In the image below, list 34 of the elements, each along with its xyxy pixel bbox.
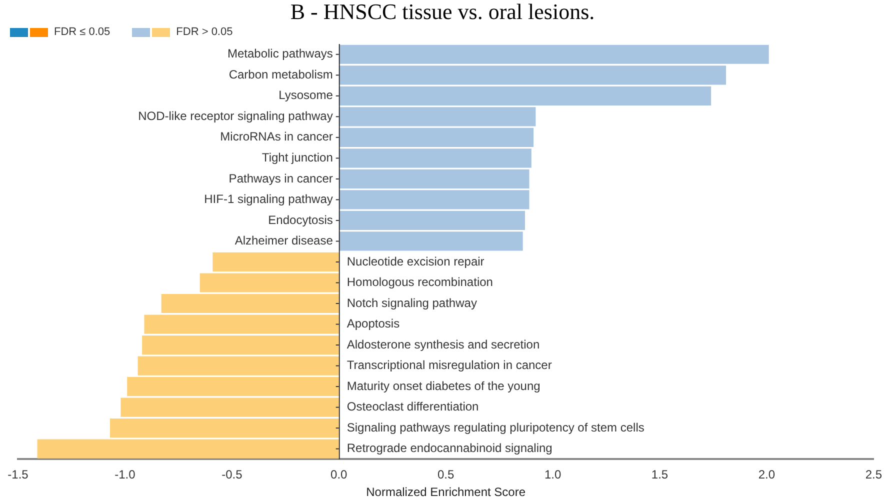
x-tick-label: 1.5 [651, 468, 668, 482]
y-tick-label: Homologous recombination [346, 275, 493, 290]
bar [37, 439, 339, 458]
y-tick-label: Tight junction [262, 150, 333, 164]
y-tick-label: HIF-1 signaling pathway [204, 192, 333, 206]
x-tick-label: -1.0 [114, 468, 136, 482]
y-tick-label: Metabolic pathways [227, 46, 333, 61]
x-tick-label: 2.0 [758, 468, 776, 482]
y-tick-label: Alzheimer disease [234, 234, 334, 248]
y-tick-label: Maturity onset diabetes of the young [346, 378, 540, 393]
y-tick-label: Endocytosis [268, 212, 333, 227]
y-tick-label: Notch signaling pathway [346, 296, 477, 310]
x-tick-label: 1.0 [544, 468, 562, 482]
y-tick-label: Apoptosis [346, 316, 400, 331]
legend-label: FDR > 0.05 [176, 26, 233, 38]
y-tick-label: Transcriptional misregulation in cancer [346, 358, 552, 372]
y-tick-label: Aldosterone synthesis and secretion [346, 337, 540, 352]
y-tick-label: NOD-like receptor signaling pathway [138, 108, 333, 123]
legend-label: FDR ≤ 0.05 [54, 26, 110, 38]
y-tick-label: Pathways in cancer [228, 171, 333, 186]
x-axis-title: Normalized Enrichment Score [366, 485, 526, 500]
y-tick-label: Signaling pathways regulating pluripotency of stem cells [346, 420, 644, 434]
x-tick-label: -1.5 [8, 468, 29, 482]
x-tick-label: 0.5 [437, 468, 454, 482]
y-tick-label: Carbon metabolism [228, 67, 333, 82]
x-tick-label: 0.0 [330, 468, 348, 482]
y-tick-label: Nucleotide excision repair [346, 254, 484, 268]
y-tick-label: MicroRNAs in cancer [220, 130, 333, 144]
y-tick-label: Lysosome [278, 88, 334, 102]
x-tick-label: 2.5 [865, 468, 882, 482]
chart-title: B - HNSCC tissue vs. oral lesions. [289, 0, 596, 24]
y-tick-label: Retrograde endocannabinoid signaling [346, 441, 552, 456]
y-tick-label: Osteoclast differentiation [346, 400, 479, 414]
x-tick-label: -0.5 [222, 468, 243, 482]
